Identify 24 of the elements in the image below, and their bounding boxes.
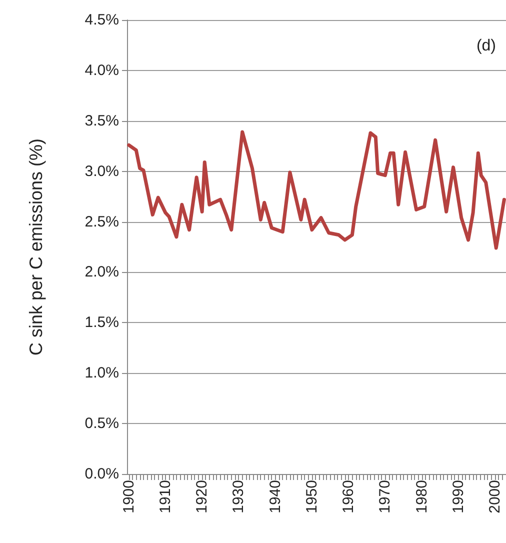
y-tick-label: 3.5%: [84, 112, 119, 130]
x-tick-label: 1910: [156, 480, 174, 514]
x-tick-label: 1930: [230, 480, 248, 514]
y-tick-label: 4.5%: [84, 12, 119, 28]
y-tick-label: 4.0%: [84, 62, 119, 79]
y-tick-label: 0.5%: [84, 415, 119, 432]
x-tick-label: 1960: [340, 480, 358, 514]
y-tick-label: 2.0%: [84, 264, 119, 281]
y-tick-label: 3.0%: [84, 162, 119, 180]
x-tick-label: 1970: [376, 480, 394, 514]
y-tick-label: 2.5%: [84, 213, 119, 230]
x-tick-label: 1990: [450, 480, 467, 514]
x-tick-label: 1920: [194, 480, 211, 514]
y-tick-label: 0.0%: [84, 466, 119, 482]
y-tick-label: 1.5%: [84, 314, 119, 332]
x-tick-label: 1940: [266, 480, 284, 514]
x-tick-label: 2000: [486, 480, 504, 514]
x-tick-label: 1950: [303, 480, 320, 514]
line-series: [127, 130, 506, 250]
annotation: (d): [476, 38, 496, 54]
x-tick-label: 1900: [120, 480, 138, 514]
y-axis-title: C sink per C emissions (%): [26, 138, 46, 356]
y-tick-label: 1.0%: [84, 364, 119, 382]
x-tick-label: 1980: [413, 480, 430, 514]
